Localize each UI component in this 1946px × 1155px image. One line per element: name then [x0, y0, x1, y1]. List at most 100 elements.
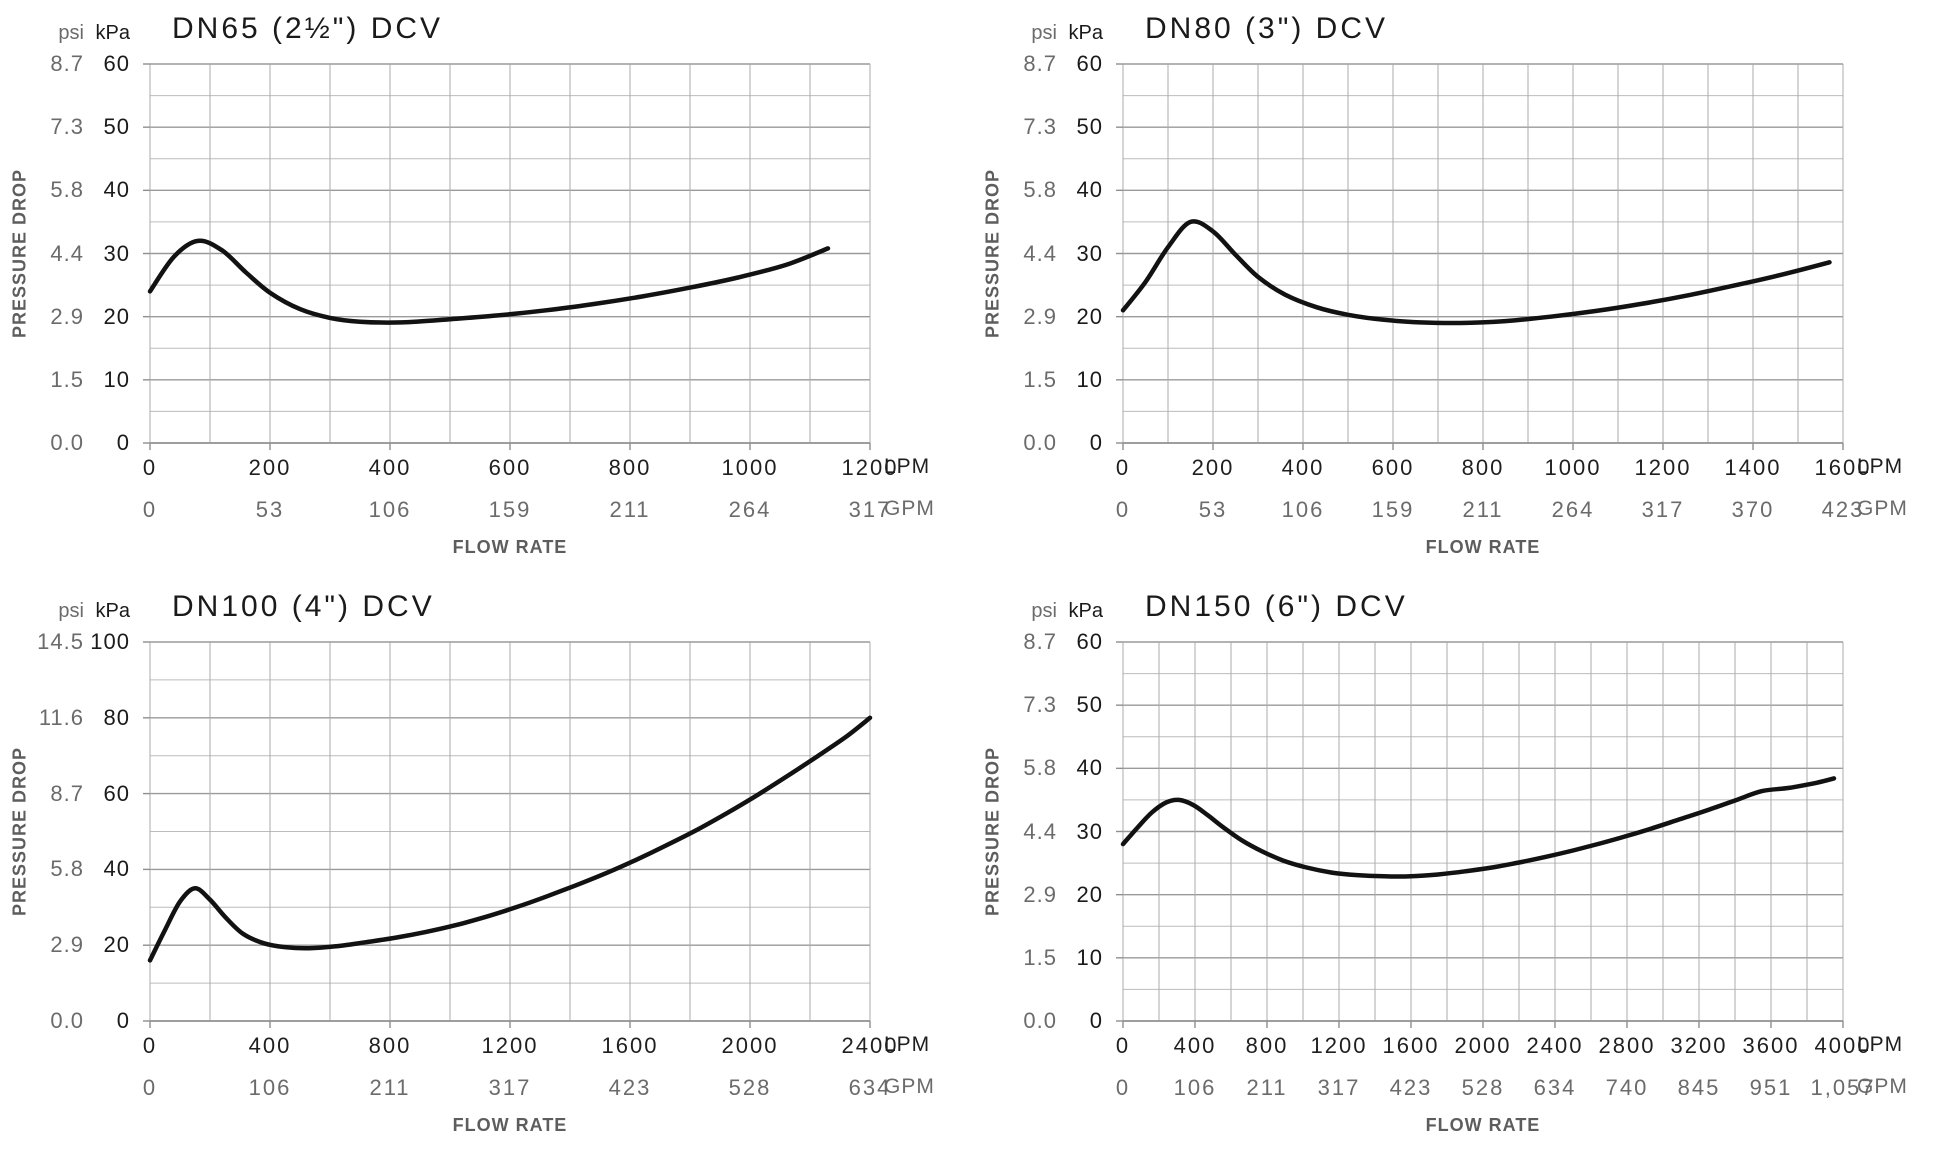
x-axis-tick-lpm: 1600 [1814, 455, 1872, 480]
x-axis-tick-gpm: 317 [1317, 1075, 1361, 1100]
y-axis-tick-kpa: 10 [1076, 944, 1103, 970]
x-axis-tick-gpm: 1,057 [1810, 1075, 1876, 1100]
gpm-unit-label: GPM [884, 1075, 935, 1098]
y-axis-tick-kpa: 30 [1076, 818, 1103, 844]
y-axis-tick-kpa: 50 [1076, 114, 1103, 140]
y-axis-tick-kpa: 50 [103, 114, 130, 140]
kpa-unit-header: kPa [1068, 600, 1103, 622]
y-axis-tick-kpa: 60 [103, 51, 130, 76]
x-axis-tick-lpm: 2000 [721, 1033, 779, 1058]
x-axis-tick-lpm: 1200 [481, 1033, 539, 1058]
plot-area [143, 63, 871, 450]
pressure-curve [147, 238, 831, 325]
y-axis-tick-kpa: 0 [1089, 1008, 1103, 1033]
psi-unit-header: psi [58, 600, 84, 622]
y-axis-tick-psi: 8.7 [1023, 629, 1057, 654]
x-axis-tick-lpm: 600 [488, 455, 532, 480]
x-axis-tick-lpm: 400 [1281, 455, 1325, 480]
y-axis-tick-psi: 5.8 [1023, 177, 1057, 203]
x-axis-tick-lpm: 1200 [841, 455, 899, 480]
x-axis-tick-gpm: 740 [1605, 1075, 1649, 1100]
pressure-curve [1120, 219, 1832, 326]
chart-dn80-dcv: psi kPa DN80 (3") DCV PRESSURE DROP 8.7 60 7.3… [973, 0, 1946, 577]
y-axis-tick-psi: 7.3 [1023, 692, 1057, 718]
x-axis-tick-gpm: 528 [728, 1075, 772, 1100]
y-axis-tick-kpa: 40 [1076, 177, 1103, 203]
x-axis-tick-lpm: 400 [368, 455, 412, 480]
lpm-unit-label: LPM [884, 455, 931, 478]
lpm-unit-label: LPM [884, 1033, 931, 1056]
y-axis-tick-psi: 5.8 [1023, 755, 1057, 781]
lpm-unit-label: LPM [1857, 1033, 1904, 1056]
y-axis-tick-psi: 2.9 [50, 932, 84, 958]
x-axis-tick-lpm: 2000 [1454, 1033, 1512, 1058]
x-axis-tick-gpm: 211 [1462, 497, 1504, 522]
y-axis-tick-psi: 2.9 [1023, 303, 1057, 329]
x-axis-tick-gpm: 53 [255, 497, 285, 522]
axis-ticks [143, 641, 871, 1028]
y-axis-tick-psi: 1.5 [50, 366, 84, 392]
x-axis-tick-lpm: 200 [248, 455, 292, 480]
y-axis-tick-psi: 0.0 [50, 430, 84, 455]
x-axis-tick-lpm: 0 [142, 1033, 158, 1058]
axis-ticks [1116, 641, 1844, 1028]
x-axis-tick-gpm: 0 [142, 497, 158, 522]
x-axis-tick-lpm: 2400 [841, 1033, 899, 1058]
y-axis-tick-kpa: 20 [103, 932, 130, 958]
x-axis-tick-gpm: 159 [1371, 497, 1415, 522]
x-axis-tick-lpm: 800 [1245, 1033, 1289, 1058]
y-axis-tick-kpa: 60 [1076, 629, 1103, 654]
kpa-unit-header: kPa [95, 22, 130, 44]
y-axis-tick-psi: 0.0 [1023, 430, 1057, 455]
psi-unit-header: psi [58, 22, 84, 44]
axis-ticks [1116, 63, 1844, 450]
x-axis-tick-gpm: 0 [1115, 1075, 1131, 1100]
gridlines-vertical [1122, 642, 1844, 1021]
plot-area [1116, 641, 1844, 1028]
chart-title: DN150 (6") DCV [1145, 590, 1408, 623]
x-axis-tick-gpm: 423 [1821, 497, 1865, 522]
y-axis-tick-psi: 5.8 [50, 856, 84, 882]
y-axis-tick-psi: 8.7 [50, 51, 84, 76]
x-axis-tick-gpm: 211 [609, 497, 651, 522]
y-axis-tick-psi: 8.7 [1023, 51, 1057, 76]
x-axis-tick-lpm: 800 [368, 1033, 412, 1058]
y-axis-tick-psi: 8.7 [50, 780, 84, 806]
x-axis-tick-gpm: 317 [1641, 497, 1685, 522]
chart-title: DN80 (3") DCV [1145, 12, 1389, 45]
x-axis-tick-gpm: 0 [142, 1075, 158, 1100]
kpa-unit-header: kPa [95, 600, 130, 622]
flow-rate-axis-label: FLOW RATE [452, 537, 568, 557]
y-axis-tick-kpa: 10 [103, 366, 130, 392]
x-axis-tick-gpm: 528 [1461, 1075, 1505, 1100]
kpa-unit-header: kPa [1068, 22, 1103, 44]
y-axis-tick-psi: 7.3 [50, 114, 84, 140]
y-axis-tick-psi: 1.5 [1023, 944, 1057, 970]
x-axis-tick-lpm: 800 [1461, 455, 1505, 480]
x-axis-tick-lpm: 1200 [1634, 455, 1692, 480]
y-axis-tick-kpa: 20 [1076, 881, 1103, 907]
y-axis-tick-kpa: 40 [103, 856, 130, 882]
x-axis-tick-lpm: 3600 [1742, 1033, 1800, 1058]
y-axis-tick-kpa: 60 [103, 780, 130, 806]
y-axis-tick-psi: 4.4 [1023, 240, 1057, 266]
y-axis-tick-kpa: 80 [103, 704, 130, 730]
x-axis-tick-lpm: 400 [248, 1033, 292, 1058]
x-axis-tick-lpm: 1000 [721, 455, 779, 480]
x-axis-tick-gpm: 106 [1281, 497, 1325, 522]
pressure-curve [1120, 776, 1837, 879]
x-axis-tick-gpm: 317 [848, 497, 892, 522]
x-axis-tick-lpm: 4000 [1814, 1033, 1872, 1058]
y-axis-tick-psi: 0.0 [1023, 1008, 1057, 1033]
pressure-curve [147, 715, 873, 963]
x-axis-tick-lpm: 0 [1115, 455, 1131, 480]
x-axis-tick-gpm: 106 [248, 1075, 292, 1100]
x-axis-tick-gpm: 106 [1173, 1075, 1217, 1100]
y-axis-tick-psi: 14.5 [37, 629, 84, 654]
chart-dn150-dcv: psi kPa DN150 (6") DCV PRESSURE DROP 8.7 60 7.… [973, 578, 1946, 1155]
y-axis-tick-psi: 4.4 [1023, 818, 1057, 844]
chart-title: DN65 (2½") DCV [172, 12, 444, 45]
x-axis-tick-lpm: 1000 [1544, 455, 1602, 480]
x-axis-tick-gpm: 159 [488, 497, 532, 522]
